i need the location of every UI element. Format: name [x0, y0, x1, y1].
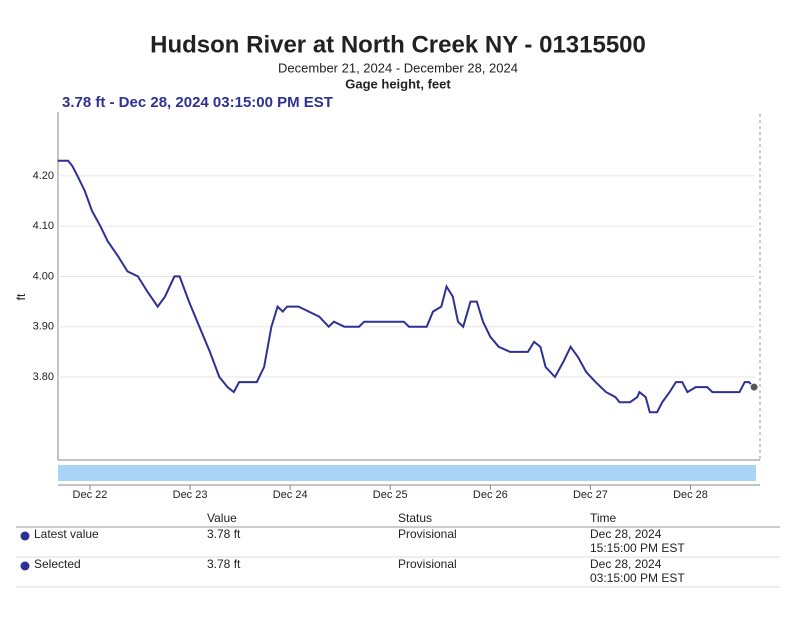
x-tick-label: Dec 28 — [673, 489, 708, 501]
y-tick-label: 4.20 — [33, 170, 54, 182]
table-header: Status — [398, 511, 432, 525]
x-tick-label: Dec 23 — [173, 489, 208, 501]
y-tick-label: 4.00 — [33, 270, 54, 282]
row-time: 03:15:00 PM EST — [590, 571, 685, 585]
y-tick-label: 3.80 — [33, 371, 54, 383]
x-tick-label: Dec 24 — [273, 489, 308, 501]
row-time: 15:15:00 PM EST — [590, 541, 685, 555]
y-tick-label: 3.90 — [33, 321, 54, 333]
table-header: Value — [207, 511, 237, 525]
legend-dot — [20, 531, 30, 541]
chart-subtitle: December 21, 2024 - December 28, 2024 — [278, 60, 518, 75]
x-tick-label: Dec 22 — [73, 489, 108, 501]
row-label: Latest value — [34, 527, 99, 541]
x-tick-label: Dec 26 — [473, 489, 508, 501]
row-status: Provisional — [398, 527, 457, 541]
chart-title: Hudson River at North Creek NY - 0131550… — [150, 31, 646, 58]
row-status: Provisional — [398, 557, 457, 571]
row-time: Dec 28, 2024 — [590, 527, 662, 541]
row-value: 3.78 ft — [207, 527, 241, 541]
y-axis-label: ft — [14, 293, 28, 300]
y-tick-label: 4.10 — [33, 220, 54, 232]
selected-point — [749, 382, 759, 392]
y-axis-title: Gage height, feet — [345, 76, 451, 91]
x-tick-label: Dec 25 — [373, 489, 408, 501]
table-header: Time — [590, 511, 617, 525]
row-time: Dec 28, 2024 — [590, 557, 662, 571]
row-label: Selected — [34, 557, 81, 571]
x-tick-label: Dec 27 — [573, 489, 608, 501]
navigator-band[interactable] — [58, 465, 756, 481]
hover-label: 3.78 ft - Dec 28, 2024 03:15:00 PM EST — [62, 94, 333, 111]
legend-dot — [20, 561, 30, 571]
data-line — [57, 159, 755, 414]
row-value: 3.78 ft — [207, 557, 241, 571]
